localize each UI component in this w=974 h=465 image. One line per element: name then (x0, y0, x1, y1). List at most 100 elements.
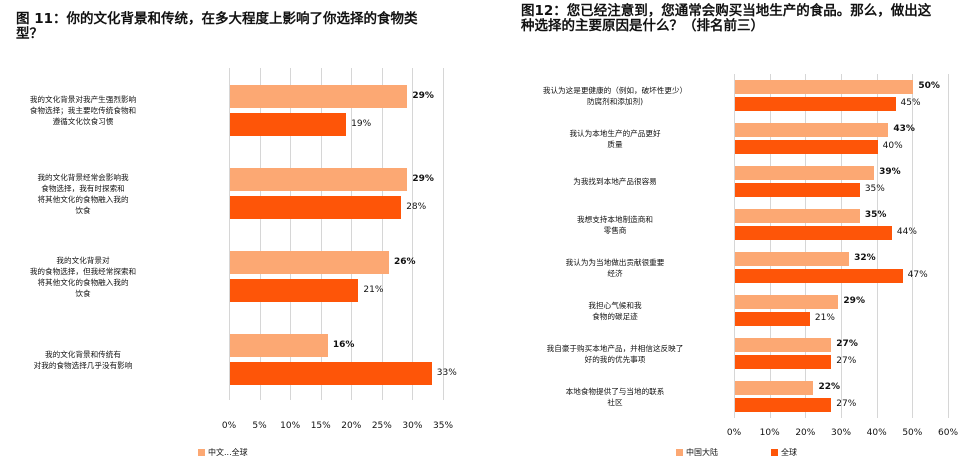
category-label-line: 经济 (607, 268, 623, 278)
gridline (805, 74, 807, 418)
title-line-2: 种选择的主要原因是什么？（排名前三） (521, 18, 764, 34)
category-label-line: 我认为为当地做出贡献很重要 (565, 257, 665, 267)
category-label: 我自豪于购买本地产品，并相信这反映了 好的我的优先事项 (500, 343, 730, 365)
value-label-global: 19% (351, 118, 372, 129)
x-tick-label: 50% (902, 428, 923, 438)
bar-global (735, 312, 810, 326)
value-label-global: 35% (864, 184, 885, 194)
bar-global (230, 362, 432, 385)
value-label-china: 50% (918, 81, 940, 91)
category-label-line: 质量 (607, 139, 623, 149)
bar-china (735, 209, 860, 223)
value-label-global: 33% (436, 367, 457, 378)
category-label-line: 饮食 (75, 288, 91, 298)
category-label-line: 我想支持本地制造商和 (577, 214, 653, 224)
value-label-global: 28% (406, 201, 427, 212)
legend-swatch-china (198, 449, 205, 456)
gridline (769, 74, 771, 418)
gridline (876, 74, 878, 418)
value-label-global: 40% (882, 141, 903, 151)
value-label-global: 27% (836, 356, 857, 366)
bar-global (735, 398, 832, 412)
category-label: 我认为为当地做出贡献很重要 经济 (500, 257, 730, 279)
title-line-1: 图 11：你的文化背景和传统，在多大程度上影响了你选择的食物类 (16, 11, 418, 27)
bar-china (735, 252, 850, 266)
value-label-china: 22% (818, 382, 840, 392)
bar-global (230, 113, 347, 136)
x-tick-label: 35% (432, 421, 454, 431)
value-label-china: 29% (843, 296, 865, 306)
x-tick-label: 10% (280, 421, 301, 431)
legend-label-global: 全球 (781, 448, 797, 457)
gridline (381, 68, 383, 400)
category-label-line: 将其他文化的食物融入我的 (37, 277, 129, 287)
value-label-china: 27% (836, 339, 858, 349)
category-label: 我认为这是更健康的（例如，破坏性更少） 防腐剂和添加剂) (500, 85, 730, 107)
category-label-line: 我的文化背景和传统有 (45, 349, 121, 359)
category-label-line: 将其他文化的食物融入我的 (37, 194, 129, 204)
bar-china (735, 338, 832, 352)
category-label-line: 我认为本地生产的产品更好 (569, 128, 661, 138)
x-tick-label: 30% (830, 428, 852, 438)
bar-china (230, 251, 389, 274)
category-label-line: 我的文化背景对我产生强烈影响 (29, 95, 137, 104)
category-label-line: 我的食物选择，但我经常探索和 (29, 266, 137, 276)
category-label: 我的文化背景经常会影响我 食物选择，我有时探索和 将其他文化的食物融入我的 饮食 (8, 172, 158, 216)
category-label-line: 食物选择；我主要吃传统食物和 (29, 106, 137, 115)
gridline (841, 74, 842, 418)
value-label-china: 32% (854, 253, 876, 263)
x-tick-label: 20% (795, 428, 816, 438)
category-label-line: 食物选择，我有时探索和 (41, 183, 125, 193)
category-label-line: 食物的碳足迹 (592, 311, 638, 321)
category-label-line: 本地食物提供了与当地的联系 (565, 386, 665, 396)
value-label-china: 43% (893, 124, 915, 134)
bar-global (735, 226, 892, 240)
category-label-line: 好的我的优先事项 (584, 354, 646, 364)
gridline (229, 68, 230, 400)
value-label-china: 29% (412, 173, 434, 184)
category-label-line: 遵循文化饮食习惯 (52, 117, 114, 126)
value-label-china: 16% (332, 339, 355, 350)
legend-item-global: 全球 (771, 447, 797, 458)
value-label-global: 44% (896, 227, 917, 237)
bar-china (230, 334, 328, 357)
bar-china (735, 295, 839, 309)
gridline (734, 74, 735, 418)
x-tick-label: 40% (866, 428, 887, 438)
bar-china (735, 166, 875, 180)
title-line-1: 图12：您已经注意到，您通常会购买当地生产的食品。那么，做出这 (521, 3, 932, 19)
bar-global (735, 97, 896, 111)
category-label-line: 我认为这是更健康的（例如，破坏性更少） (542, 85, 688, 95)
category-label: 为我找到本地产品很容易 (500, 176, 730, 187)
gridline (259, 68, 261, 400)
x-tick-label: 15% (310, 421, 331, 431)
category-label: 我担心气候和我 食物的碳足迹 (500, 300, 730, 322)
gridline (443, 68, 444, 400)
bar-global (735, 269, 903, 283)
category-label: 本地食物提供了与当地的联系 社区 (500, 386, 730, 408)
value-label-china: 29% (412, 90, 434, 101)
value-label-global: 21% (363, 284, 384, 295)
value-label-global: 21% (814, 313, 835, 323)
category-label: 我的文化背景对我产生强烈影响 食物选择；我主要吃传统食物和 遵循文化饮食习惯 (8, 94, 158, 127)
gridline (320, 68, 322, 400)
value-label-global: 47% (907, 270, 928, 280)
bar-china (735, 381, 814, 395)
category-label-line: 我担心气候和我 (588, 300, 642, 310)
category-label: 我想支持本地制造商和 零售商 (500, 214, 730, 236)
gridline (948, 74, 949, 418)
category-label: 我的文化背景和传统有 对我的食物选择几乎没有影响 (8, 349, 158, 371)
legend-swatch-global (771, 449, 778, 456)
x-tick-label: 10% (759, 428, 780, 438)
x-tick-label: 30% (402, 421, 423, 431)
value-label-china: 35% (864, 210, 887, 220)
legend-item-china: 中国大陆 (676, 447, 718, 458)
bar-global (735, 140, 878, 154)
x-tick-label: 60% (937, 428, 959, 438)
bar-global (230, 196, 402, 219)
category-label: 我的文化背景对 我的食物选择，但我经常探索和 将其他文化的食物融入我的 饮食 (8, 255, 158, 299)
bar-china (230, 168, 408, 191)
gridline (351, 68, 353, 400)
legend: 中文...全球 (198, 447, 248, 458)
category-label-line: 零售商 (603, 225, 627, 235)
